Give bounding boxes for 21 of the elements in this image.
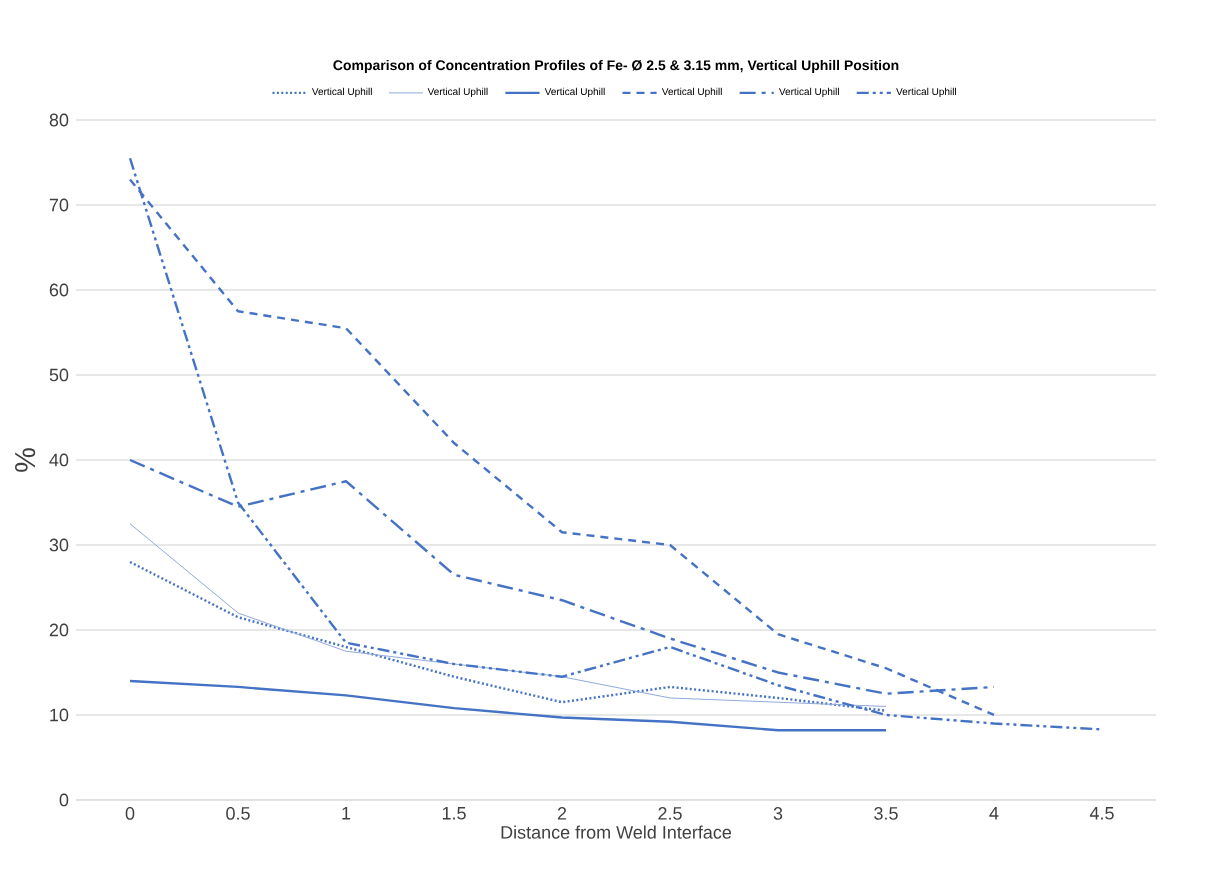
y-tick-label: 80 bbox=[49, 113, 69, 127]
x-tick-label: 4.5 bbox=[1089, 807, 1114, 820]
y-axis-title: % bbox=[15, 448, 36, 472]
x-tick-label: 0.5 bbox=[226, 807, 250, 820]
x-axis-title: Distance from Weld Interface bbox=[501, 825, 732, 839]
y-tick-label: 50 bbox=[49, 368, 69, 382]
y-tick-label: 30 bbox=[49, 538, 69, 552]
x-tick-label: 1.5 bbox=[442, 807, 466, 820]
x-tick-label: 0 bbox=[125, 807, 135, 820]
x-tick-label: 2 bbox=[557, 807, 567, 820]
y-tick-label: 70 bbox=[49, 198, 69, 212]
y-tick-label: 10 bbox=[50, 708, 69, 722]
x-tick-label: 3 bbox=[773, 807, 783, 820]
y-tick-label: 0 bbox=[59, 793, 69, 807]
x-tick-label: 3.5 bbox=[874, 807, 898, 820]
y-tick-label: 60 bbox=[49, 283, 69, 297]
y-tick-label: 20 bbox=[49, 623, 69, 637]
x-tick-label: 1 bbox=[342, 807, 351, 820]
y-tick-label: 40 bbox=[49, 453, 69, 467]
x-tick-label: 4 bbox=[989, 807, 999, 820]
x-tick-label: 2.5 bbox=[658, 807, 682, 820]
